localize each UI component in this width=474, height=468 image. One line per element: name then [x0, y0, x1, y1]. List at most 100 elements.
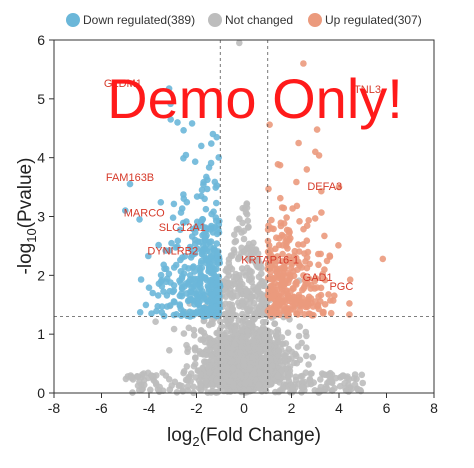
data-point — [193, 193, 201, 200]
data-point — [134, 382, 142, 390]
data-point — [240, 362, 248, 369]
data-point — [152, 318, 159, 326]
data-point — [181, 252, 189, 260]
data-point — [231, 326, 239, 333]
data-point — [213, 240, 221, 247]
data-point — [170, 200, 178, 208]
data-point — [243, 287, 251, 295]
data-point — [207, 276, 215, 284]
data-point — [205, 256, 212, 263]
data-point — [274, 352, 282, 359]
data-point — [304, 380, 311, 388]
data-point — [322, 383, 330, 390]
data-point — [180, 369, 187, 377]
data-point — [346, 311, 353, 318]
data-point — [259, 318, 267, 326]
data-point — [197, 386, 205, 394]
data-point — [136, 309, 144, 316]
data-point — [157, 278, 165, 285]
data-point — [188, 233, 196, 240]
data-point — [203, 247, 210, 255]
data-point — [206, 346, 214, 354]
data-point — [184, 383, 192, 390]
data-point — [230, 383, 237, 390]
data-point — [295, 332, 303, 340]
data-point — [238, 244, 245, 252]
data-point — [213, 287, 220, 295]
data-point — [227, 350, 235, 357]
gene-label: MARCO — [124, 208, 165, 220]
data-point — [187, 370, 195, 377]
gene-labels: GLDM1 FAM163B MARCO SLC12A1 DYNLRB2 DEFA3 KRTA… — [104, 78, 381, 293]
data-point — [203, 185, 211, 193]
data-point — [244, 344, 252, 352]
data-point — [328, 378, 336, 386]
data-point — [202, 378, 210, 385]
data-point — [137, 276, 145, 283]
data-point — [284, 329, 292, 337]
gene-label: GLDM1 — [104, 78, 142, 90]
data-point — [293, 359, 301, 367]
data-point — [303, 166, 311, 173]
data-point — [209, 269, 216, 276]
data-point — [250, 370, 258, 377]
data-point — [216, 371, 223, 378]
data-point — [197, 280, 204, 287]
legend-label: Down regulated(389) — [83, 13, 195, 27]
data-point — [351, 381, 359, 388]
gene-label: PGC — [329, 281, 353, 293]
data-point — [235, 286, 242, 294]
data-point — [243, 201, 250, 208]
data-point — [277, 219, 285, 227]
data-point — [205, 321, 213, 329]
data-point — [359, 379, 367, 387]
data-point — [213, 249, 221, 257]
data-point — [321, 232, 328, 240]
data-point — [214, 279, 222, 286]
data-point — [279, 250, 286, 258]
data-point — [160, 312, 168, 320]
data-point — [197, 271, 205, 279]
data-point — [157, 271, 165, 279]
data-point — [339, 372, 347, 379]
data-point — [232, 274, 240, 281]
data-point — [218, 323, 225, 330]
data-point — [280, 281, 288, 288]
data-point — [264, 372, 271, 379]
data-point — [318, 187, 325, 195]
data-point — [227, 316, 235, 324]
data-point — [177, 209, 185, 216]
x-axis-label: log2(Fold Change) — [167, 425, 321, 449]
data-point — [246, 298, 254, 306]
gene-label: KRTAP16-1 — [241, 255, 299, 267]
data-point — [202, 236, 209, 243]
data-point — [353, 375, 360, 383]
data-point — [214, 336, 221, 344]
x-tick-label: -4 — [143, 400, 156, 416]
data-point — [331, 385, 338, 392]
data-point — [240, 357, 247, 364]
data-point — [166, 247, 173, 254]
data-point — [265, 222, 272, 229]
data-point — [201, 195, 208, 203]
gene-label: SLC12A1 — [159, 222, 206, 234]
data-point — [313, 284, 321, 291]
data-point — [296, 218, 303, 225]
data-point — [167, 100, 174, 108]
data-point — [170, 311, 178, 319]
data-point — [215, 154, 222, 161]
data-point — [177, 305, 185, 313]
data-point — [145, 284, 153, 292]
data-point — [321, 266, 328, 273]
y-tick-label: 3 — [37, 209, 45, 225]
data-point — [202, 205, 210, 213]
data-point — [229, 365, 237, 372]
data-point — [321, 301, 329, 308]
data-point — [153, 372, 160, 379]
data-point — [242, 209, 250, 216]
data-point — [179, 388, 187, 395]
data-point — [149, 289, 156, 297]
data-point — [274, 161, 282, 168]
gene-label: GAD1 — [303, 272, 333, 284]
data-point — [207, 159, 215, 167]
